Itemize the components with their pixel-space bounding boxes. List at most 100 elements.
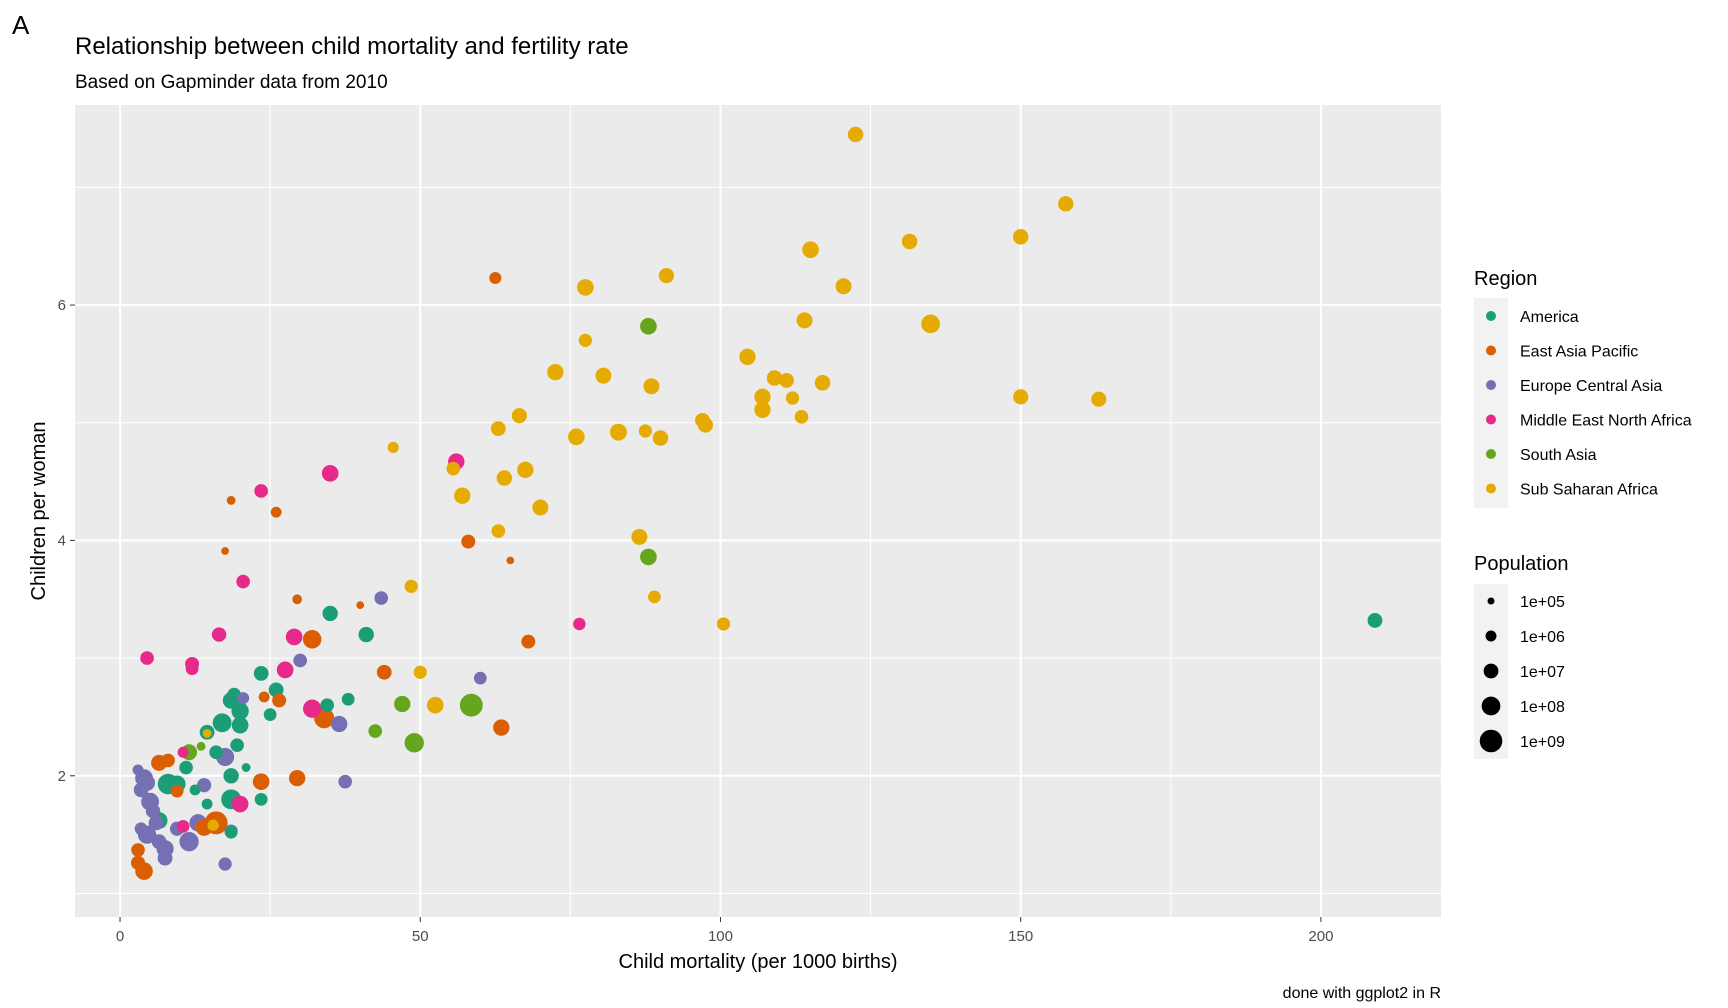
data-point	[209, 745, 223, 760]
data-point	[151, 834, 167, 850]
data-point	[1091, 391, 1107, 407]
region-legend-key	[1486, 414, 1496, 425]
data-point	[231, 795, 249, 813]
data-point	[224, 825, 238, 839]
region-legend-key	[1486, 483, 1496, 494]
data-point	[302, 630, 322, 649]
data-point	[254, 484, 268, 498]
population-legend-label: 1e+06	[1520, 629, 1565, 646]
data-point	[223, 768, 239, 784]
data-point	[196, 741, 206, 751]
data-point	[133, 782, 149, 798]
data-point	[785, 391, 800, 405]
data-point	[170, 784, 184, 798]
x-axis-label: Child mortality (per 1000 births)	[619, 951, 898, 973]
data-point	[491, 524, 506, 538]
data-point	[814, 374, 831, 391]
data-point	[252, 773, 270, 790]
data-point	[130, 855, 146, 870]
data-point	[177, 746, 189, 758]
data-points	[130, 126, 1383, 880]
region-legend-key	[1486, 380, 1496, 390]
data-point	[473, 671, 487, 685]
data-point	[835, 278, 852, 295]
y-axis-label: Children per woman	[28, 422, 50, 601]
data-point	[254, 792, 268, 806]
region-legend-label: America	[1520, 309, 1579, 326]
data-point	[595, 367, 612, 384]
data-point	[272, 693, 287, 708]
data-point	[1367, 613, 1383, 628]
data-point	[517, 461, 534, 478]
data-point	[338, 774, 353, 789]
data-point	[322, 605, 338, 622]
data-point	[573, 617, 586, 631]
data-point	[489, 271, 502, 285]
population-legend-label: 1e+05	[1520, 594, 1565, 611]
data-point	[140, 651, 154, 665]
data-point	[847, 126, 864, 143]
region-legend-key	[1486, 311, 1496, 321]
region-legend: America East Asia Pacific Europe Central A…	[1486, 309, 1692, 499]
data-point	[532, 499, 549, 516]
data-point	[446, 461, 461, 476]
data-point	[189, 784, 201, 796]
data-point	[202, 728, 212, 738]
data-point	[341, 692, 355, 706]
population-legend-key	[1485, 630, 1497, 642]
data-point	[145, 803, 161, 819]
y-axis: 2 4 6	[58, 297, 75, 785]
x-tick-label: 50	[412, 928, 429, 945]
data-point	[132, 764, 144, 776]
data-point	[358, 626, 374, 643]
population-legend-label: 1e+08	[1520, 699, 1565, 716]
data-point	[241, 763, 251, 772]
data-point	[413, 665, 427, 679]
data-point	[230, 738, 244, 752]
data-point	[321, 465, 339, 482]
data-point	[454, 487, 471, 504]
data-point	[577, 279, 594, 296]
data-point	[179, 760, 193, 775]
data-point	[387, 441, 399, 454]
data-point	[368, 724, 383, 738]
y-tick-label: 2	[58, 768, 66, 785]
data-point	[212, 713, 232, 733]
data-point	[148, 815, 164, 831]
data-point	[161, 753, 175, 768]
data-point	[288, 769, 306, 787]
data-point	[218, 857, 232, 871]
chart-title: Relationship between child mortality and…	[75, 33, 629, 60]
y-tick-label: 4	[58, 532, 66, 549]
data-point	[263, 708, 277, 721]
data-point	[404, 579, 418, 593]
region-legend-label: Sub Saharan Africa	[1520, 482, 1658, 499]
x-tick-label: 100	[708, 928, 733, 945]
data-point	[426, 696, 444, 714]
data-point	[652, 430, 669, 446]
data-point	[648, 590, 661, 604]
data-point	[134, 822, 148, 836]
data-point	[901, 233, 918, 250]
y-tick-label: 6	[58, 297, 66, 314]
data-point	[640, 317, 657, 335]
x-axis: 0 50 100 150 200	[116, 917, 1333, 945]
data-point	[506, 556, 515, 565]
data-point	[511, 408, 527, 424]
data-point	[754, 388, 771, 406]
population-legend-key	[1483, 663, 1499, 679]
x-tick-label: 0	[116, 928, 124, 945]
panel-tag: A	[12, 10, 30, 40]
data-point	[196, 778, 212, 793]
data-point	[638, 424, 653, 438]
data-point	[270, 506, 282, 518]
region-legend-label: Europe Central Asia	[1520, 378, 1662, 395]
region-legend-label: South Asia	[1520, 447, 1597, 464]
data-point	[253, 666, 269, 681]
data-point	[376, 664, 392, 680]
region-legend-keys-bg	[1474, 298, 1508, 508]
population-legend-label: 1e+07	[1520, 664, 1565, 681]
data-point	[490, 421, 506, 437]
